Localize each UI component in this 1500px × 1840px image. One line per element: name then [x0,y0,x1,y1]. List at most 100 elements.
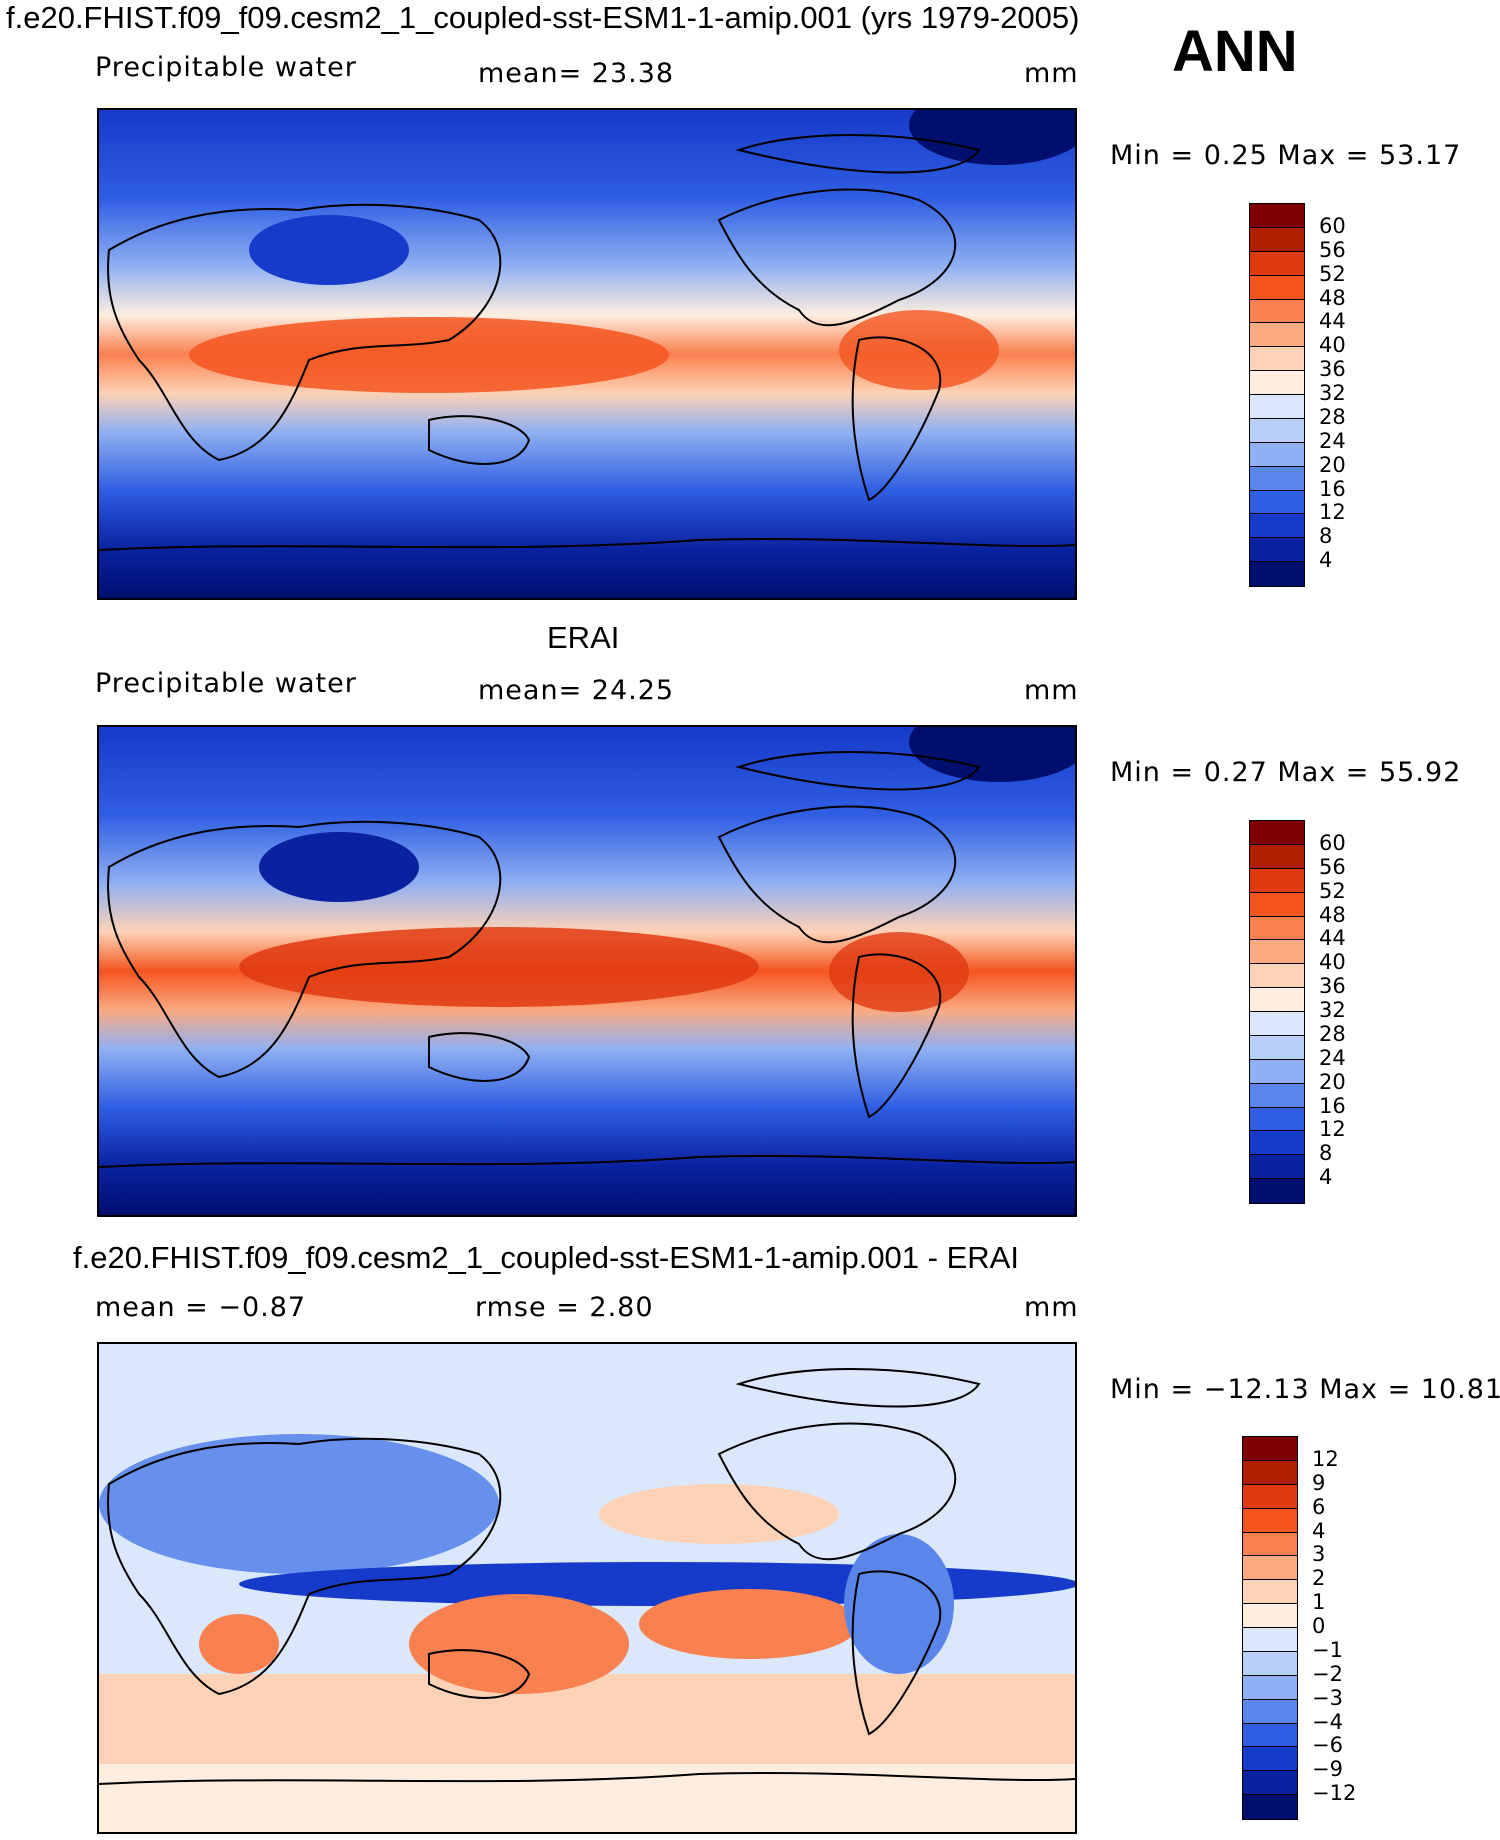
colorbar-swatch [1250,204,1304,228]
colorbar-swatch [1250,916,1304,941]
colorbar-swatch [1243,1771,1297,1796]
colorbar-swatch [1243,1580,1297,1605]
colorbar-tick-label: 44 [1319,926,1346,951]
panel3-map [97,1342,1077,1834]
colorbar-tick-label: 16 [1319,1093,1346,1118]
colorbar-swatch [1243,1460,1297,1485]
colorbar-tick-label: 12 [1319,1117,1346,1142]
panel2-minmax: Min = 0.27 Max = 55.92 [1110,757,1462,788]
colorbar-tick-label: 6 [1312,1494,1326,1519]
colorbar-tick-label: −9 [1312,1757,1343,1782]
colorbar-swatch [1250,1083,1304,1108]
panel3-minmax: Min = −12.13 Max = 10.81 [1110,1374,1500,1405]
colorbar-swatch [1250,323,1304,348]
colorbar-tick-label: 8 [1319,1141,1333,1166]
panel1-map [97,108,1077,600]
colorbar-tick-label: 12 [1312,1446,1339,1471]
panel3-title: f.e20.FHIST.f09_f09.cesm2_1_coupled-sst-… [73,1240,1019,1275]
panel3-mean: mean = −0.87 [95,1292,307,1323]
colorbar-swatch [1243,1508,1297,1533]
colorbar-swatch [1243,1628,1297,1652]
panel3-rmse: rmse = 2.80 [475,1292,654,1323]
colorbar-tick-label: 4 [1319,1165,1333,1190]
colorbar-tick-label: 24 [1319,428,1346,453]
colorbar-tick-label: 32 [1319,998,1346,1022]
colorbar-tick-label: 40 [1319,333,1346,358]
colorbar-tick-label: −12 [1312,1781,1357,1806]
panel1-colorbar [1249,203,1305,587]
colorbar-swatch [1250,1107,1304,1132]
colorbar-swatch [1250,275,1304,300]
panel3-colorbar [1242,1436,1298,1820]
colorbar-swatch [1243,1795,1297,1819]
colorbar-swatch [1243,1604,1297,1628]
colorbar-swatch [1250,868,1304,893]
colorbar-tick-label: 60 [1319,213,1346,238]
panel3-units: mm [1024,1292,1079,1323]
panel1-map-field [99,110,1075,598]
colorbar-swatch [1250,1155,1304,1180]
colorbar-swatch [1243,1556,1297,1581]
colorbar-swatch [1250,442,1304,467]
colorbar-swatch [1250,347,1304,372]
colorbar-swatch [1250,299,1304,324]
panel2-map [97,725,1077,1217]
colorbar-tick-label: 12 [1319,500,1346,525]
colorbar-swatch [1250,988,1304,1012]
colorbar-tick-label: 60 [1319,830,1346,855]
colorbar-swatch [1243,1484,1297,1509]
colorbar-tick-label: 28 [1319,1021,1346,1046]
colorbar-tick-label: 2 [1312,1566,1326,1591]
colorbar-swatch [1250,227,1304,252]
main-title: f.e20.FHIST.f09_f09.cesm2_1_coupled-sst-… [6,0,1080,35]
colorbar-tick-label: 16 [1319,476,1346,501]
colorbar-swatch [1250,562,1304,586]
colorbar-tick-label: 28 [1319,404,1346,429]
colorbar-tick-label: 48 [1319,902,1346,927]
colorbar-tick-label: 36 [1319,357,1346,382]
colorbar-tick-label: 48 [1319,285,1346,310]
colorbar-swatch [1250,418,1304,443]
colorbar-swatch [1250,892,1304,917]
colorbar-tick-label: 3 [1312,1542,1326,1567]
colorbar-swatch [1250,940,1304,965]
colorbar-tick-label: 4 [1312,1518,1326,1543]
colorbar-tick-label: 52 [1319,261,1346,286]
colorbar-tick-label: 32 [1319,381,1346,405]
colorbar-swatch [1250,514,1304,539]
colorbar-swatch [1250,1059,1304,1084]
panel2-map-field [99,727,1075,1215]
colorbar-tick-label: −2 [1312,1661,1343,1686]
colorbar-tick-label: 9 [1312,1470,1326,1495]
colorbar-swatch [1250,466,1304,491]
panel2-mean: mean= 24.25 [478,675,675,706]
colorbar-tick-label: 20 [1319,452,1346,477]
panel1-mean: mean= 23.38 [478,58,675,89]
colorbar-swatch [1243,1747,1297,1772]
colorbar-tick-label: 20 [1319,1069,1346,1094]
colorbar-tick-label: 4 [1319,548,1333,573]
colorbar-swatch [1243,1651,1297,1676]
colorbar-swatch [1250,821,1304,845]
colorbar-swatch [1243,1723,1297,1748]
colorbar-tick-label: 0 [1312,1614,1326,1638]
colorbar-tick-label: −6 [1312,1733,1343,1758]
colorbar-tick-label: 24 [1319,1045,1346,1070]
colorbar-tick-label: 56 [1319,237,1346,262]
colorbar-tick-label: 36 [1319,974,1346,999]
colorbar-tick-label: −1 [1312,1637,1343,1662]
colorbar-tick-label: 40 [1319,950,1346,975]
colorbar-swatch [1250,964,1304,989]
colorbar-tick-label: 52 [1319,878,1346,903]
colorbar-tick-label: 1 [1312,1590,1326,1615]
colorbar-swatch [1250,395,1304,419]
colorbar-swatch [1250,844,1304,869]
season-label: ANN [1172,19,1298,84]
colorbar-swatch [1243,1675,1297,1700]
colorbar-swatch [1250,538,1304,563]
colorbar-tick-label: −3 [1312,1685,1343,1710]
colorbar-swatch [1243,1532,1297,1557]
colorbar-swatch [1250,251,1304,276]
colorbar-swatch [1250,1179,1304,1203]
panel2-title: ERAI [547,620,620,655]
